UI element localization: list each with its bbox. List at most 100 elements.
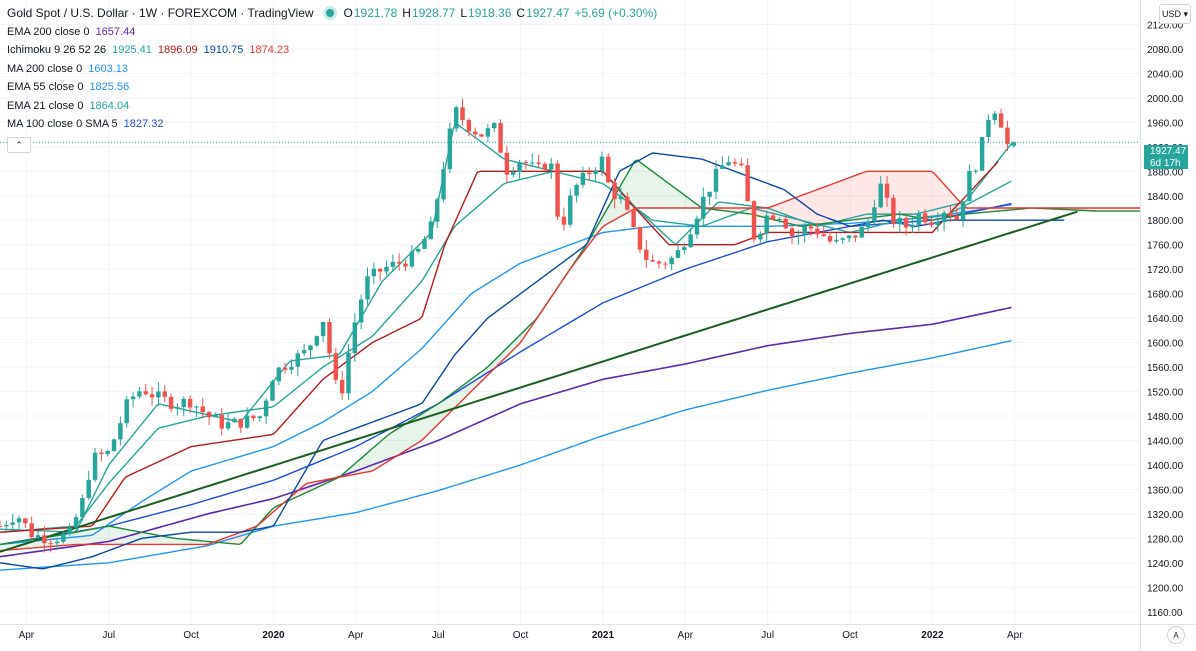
candle-bullish bbox=[713, 168, 719, 192]
candle-bullish bbox=[688, 234, 693, 248]
candle-bearish bbox=[783, 218, 788, 229]
candle-bearish bbox=[187, 398, 193, 408]
candle-bearish bbox=[472, 131, 478, 135]
y-tick-label: 1520.00 bbox=[1147, 388, 1184, 399]
candle-bullish bbox=[935, 221, 940, 226]
legend-ma200[interactable]: MA 200 close 0 1603.13 bbox=[7, 60, 662, 79]
candle-bullish bbox=[10, 522, 15, 525]
ohlc-label-high: H bbox=[402, 6, 411, 20]
candle-bullish bbox=[916, 213, 921, 225]
candle-bullish bbox=[897, 217, 902, 225]
auto-scale-button[interactable]: A bbox=[1167, 626, 1185, 644]
candlesticks[interactable] bbox=[0, 98, 1017, 553]
y-tick-label: 1440.00 bbox=[1147, 436, 1184, 447]
candle-bullish bbox=[574, 184, 579, 196]
y-tick-label: 1880.00 bbox=[1147, 167, 1184, 178]
legend-ema55[interactable]: EMA 55 close 0 1825.56 bbox=[7, 78, 662, 97]
x-tick-label: Jul bbox=[432, 630, 445, 641]
y-tick-label: 2120.00 bbox=[1147, 20, 1184, 31]
candle-bearish bbox=[162, 391, 167, 397]
legend-collapse-button[interactable]: ⌃ bbox=[7, 137, 31, 153]
candle-bearish bbox=[954, 215, 959, 220]
legend-ma100-name: MA 100 close 0 SMA 5 bbox=[7, 118, 118, 130]
candle-bullish bbox=[840, 238, 845, 240]
candle-bullish bbox=[73, 517, 79, 528]
candle-bullish bbox=[289, 366, 294, 370]
candle-bearish bbox=[339, 379, 345, 394]
legend-ema200[interactable]: EMA 200 close 0 1657.44 bbox=[7, 23, 662, 42]
candle-bearish bbox=[282, 367, 288, 370]
ohlc-change: +5.69 (+0.30%) bbox=[574, 6, 658, 20]
symbol-title[interactable]: Gold Spot / U.S. Dollar · 1W · FOREXCOM … bbox=[7, 6, 314, 20]
candle-bullish bbox=[530, 162, 535, 164]
legend-ema21-value: 1864.04 bbox=[89, 99, 130, 112]
candle-bullish bbox=[485, 128, 491, 137]
candle-bullish bbox=[802, 226, 807, 236]
candle-bearish bbox=[42, 535, 47, 544]
candle-bullish bbox=[707, 191, 712, 197]
candle-bearish bbox=[48, 543, 53, 545]
candle-bearish bbox=[625, 196, 630, 210]
candle-bullish bbox=[701, 196, 706, 219]
currency-selector[interactable]: USD ▾ bbox=[1159, 4, 1191, 24]
candle-bullish bbox=[308, 345, 313, 351]
legend-ma200-name: MA 200 close 0 bbox=[7, 62, 83, 75]
line-ma-200-close-0 bbox=[0, 339, 1012, 571]
y-tick-label: 1960.00 bbox=[1147, 118, 1184, 129]
ohlc-value-open: 1921.78 bbox=[353, 6, 398, 20]
candle-bullish bbox=[320, 322, 326, 337]
candle-bullish bbox=[415, 248, 421, 252]
candle-bearish bbox=[219, 415, 224, 429]
y-tick-label: 1640.00 bbox=[1147, 314, 1184, 325]
candle-bearish bbox=[561, 216, 567, 225]
candle-bullish bbox=[1011, 142, 1017, 146]
candle-bearish bbox=[998, 113, 1004, 128]
candle-bearish bbox=[770, 215, 776, 220]
y-tick-label: 1560.00 bbox=[1147, 363, 1184, 374]
candle-bullish bbox=[910, 224, 915, 228]
candle-bullish bbox=[726, 162, 731, 166]
candle-bearish bbox=[644, 249, 649, 260]
legend-ema55-name: EMA 55 close 0 bbox=[7, 81, 84, 93]
legend-ichimoku[interactable]: Ichimoku 9 26 52 26 1925.41 1896.09 1910… bbox=[7, 41, 662, 60]
candle-bullish bbox=[67, 527, 72, 535]
candle-bearish bbox=[377, 268, 383, 272]
market-status-icon bbox=[325, 9, 334, 18]
line-ema-200-close-0 bbox=[0, 306, 1012, 558]
ohlc-value-low: 1918.36 bbox=[468, 6, 512, 20]
candle-bullish bbox=[61, 534, 66, 542]
candle-bullish bbox=[453, 107, 459, 129]
candle-bullish bbox=[859, 226, 864, 238]
ohlc-label-close: C bbox=[516, 6, 526, 20]
candle-bullish bbox=[314, 336, 320, 346]
candle-bullish bbox=[137, 391, 142, 397]
candle-bullish bbox=[124, 399, 129, 424]
y-tick-label: 1280.00 bbox=[1147, 534, 1184, 545]
candle-bullish bbox=[352, 322, 358, 353]
y-tick-label: 1160.00 bbox=[1147, 608, 1183, 619]
x-tick-label: Apr bbox=[19, 630, 35, 641]
legend-ma200-value: 1603.13 bbox=[88, 62, 128, 75]
candle-bearish bbox=[542, 163, 548, 170]
legend-ema21[interactable]: EMA 21 close 0 1864.04 bbox=[7, 97, 662, 116]
candle-bearish bbox=[739, 163, 744, 166]
chart-legend: Gold Spot / U.S. Dollar · 1W · FOREXCOM … bbox=[7, 4, 662, 134]
last-price-tag: 1927.47 6d 17h bbox=[1144, 145, 1188, 169]
bar-countdown: 6d 17h bbox=[1150, 157, 1181, 169]
candle-bearish bbox=[745, 165, 750, 202]
x-tick-label: Jul bbox=[761, 630, 774, 641]
legend-ma100[interactable]: MA 100 close 0 SMA 5 1827.32 bbox=[7, 115, 662, 134]
x-tick-label: Oct bbox=[183, 630, 199, 641]
y-tick-label: 1600.00 bbox=[1147, 339, 1184, 350]
y-tick-label: 1680.00 bbox=[1147, 290, 1184, 301]
candle-bearish bbox=[821, 234, 826, 237]
candle-bullish bbox=[270, 381, 275, 401]
candle-bullish bbox=[796, 235, 801, 237]
candle-bearish bbox=[23, 518, 28, 524]
candle-bearish bbox=[827, 236, 833, 242]
candle-bullish bbox=[580, 172, 586, 185]
x-tick-label: 2022 bbox=[921, 630, 944, 641]
legend-ema200-name: EMA 200 close 0 bbox=[7, 25, 90, 38]
cloud-bullish bbox=[342, 159, 706, 477]
